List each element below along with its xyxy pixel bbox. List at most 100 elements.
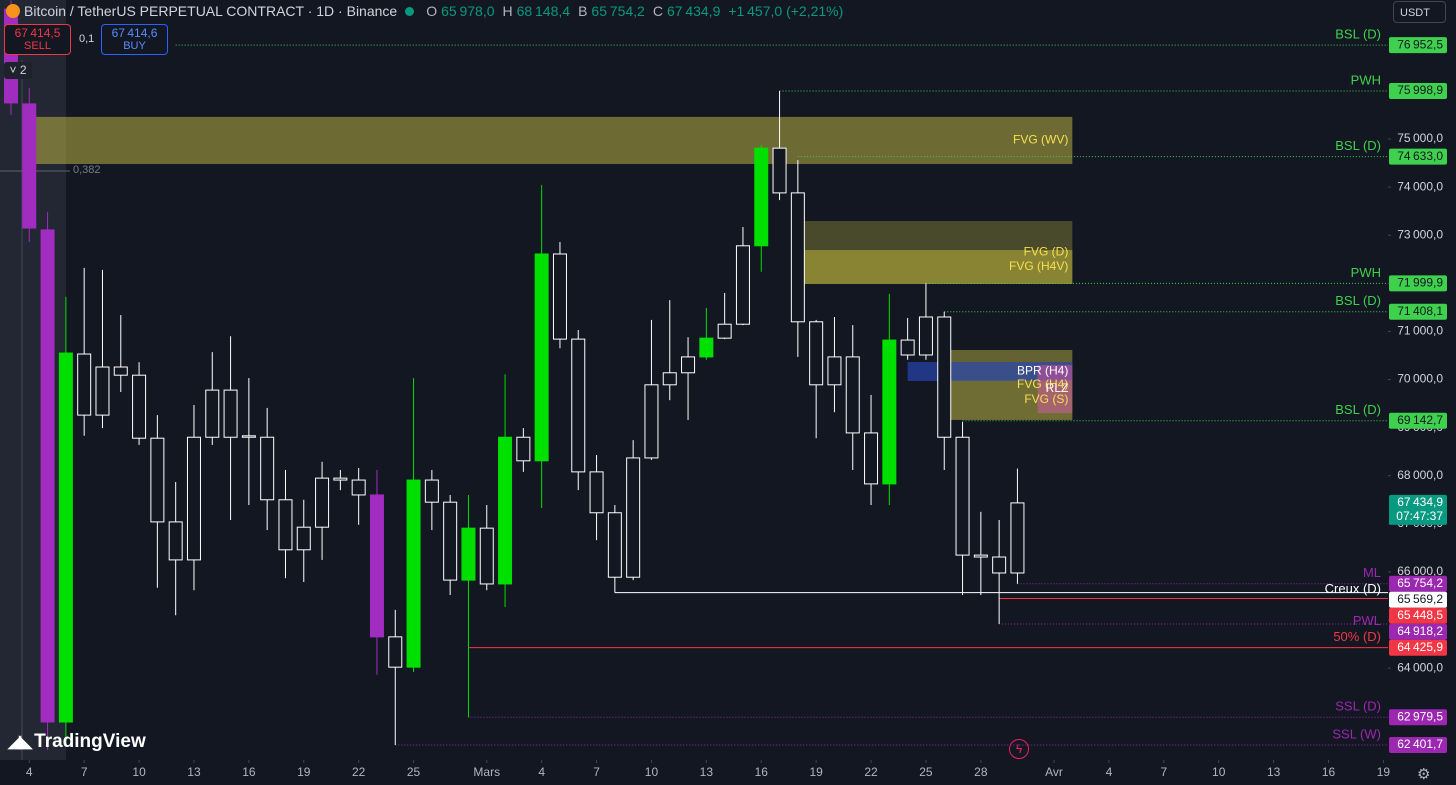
candle-body — [699, 337, 714, 358]
level-label: ML — [1363, 565, 1381, 580]
candle-body — [278, 499, 293, 551]
price-tag — [1389, 575, 1447, 592]
candle-body — [1010, 502, 1025, 574]
currency-button[interactable]: USDT — [1393, 1, 1446, 23]
logo: ◢◣ TradingView — [8, 731, 146, 753]
ohlc-value: 67 434,9 — [666, 3, 721, 19]
candle-body — [223, 389, 238, 438]
candle-body — [132, 374, 147, 439]
candle-body — [498, 436, 513, 585]
price-tag — [1389, 82, 1447, 99]
zone — [1037, 365, 1073, 413]
candle-body — [644, 384, 659, 459]
price-tag — [1389, 148, 1447, 165]
layers-toggle[interactable]: ˅ 2 — [4, 62, 32, 79]
candle-body — [937, 316, 952, 438]
zone-label: FVG (D) — [1024, 245, 1069, 259]
x-tick-label: 16 — [755, 765, 769, 779]
candle-body — [388, 636, 403, 668]
candle-body — [607, 512, 622, 578]
candle-body — [260, 436, 275, 501]
ohlc-value: 65 978,0 — [441, 3, 495, 19]
ohlc-value: 68 148,4 — [516, 3, 571, 19]
x-tick-label: 7 — [81, 765, 88, 779]
level-label: Creux (D) — [1325, 581, 1381, 596]
sell-price: 67 414,5 — [14, 26, 61, 40]
candle-body — [333, 477, 348, 481]
x-tick-label: 4 — [26, 765, 33, 779]
zone-label: FVG (H4) — [1017, 377, 1068, 391]
y-tick-label: 64 000,0 — [1397, 660, 1443, 674]
x-tick-label: 7 — [593, 765, 600, 779]
y-tick-label: 66 000,0 — [1397, 564, 1443, 578]
candle-body — [735, 245, 750, 325]
price-tag — [1389, 623, 1447, 640]
price-tag — [1389, 275, 1447, 292]
logo-icon: ◢◣ — [8, 732, 32, 751]
alert-icon[interactable]: ϟ — [1009, 739, 1029, 759]
candle-body — [882, 339, 897, 485]
sell-label: SELL — [24, 40, 51, 52]
price-tag-label: 74 633,0 — [1397, 149, 1443, 163]
candle-body — [681, 356, 696, 374]
zone-label: FVG (WV) — [1013, 133, 1068, 147]
price-tag-label: 75 998,9 — [1397, 83, 1443, 97]
countdown: 07:47:37 — [1396, 509, 1443, 523]
level-label: SSL (D) — [1335, 699, 1381, 714]
level-label: BSL (D) — [1335, 27, 1381, 42]
sell-button[interactable]: 67 414,5 SELL — [4, 24, 71, 55]
candle-body — [589, 471, 604, 514]
candle-body — [827, 356, 842, 386]
candle-body — [534, 253, 549, 462]
x-tick-label: 25 — [407, 765, 421, 779]
x-tick-label: 19 — [809, 765, 823, 779]
candle-body — [516, 436, 531, 462]
candle-body — [992, 556, 1007, 574]
price-tag — [1389, 639, 1447, 656]
candle-body — [150, 437, 165, 523]
candle-body — [790, 192, 805, 323]
x-tick-label: 4 — [538, 765, 545, 779]
x-tick-label: 25 — [919, 765, 933, 779]
zone — [944, 380, 1073, 420]
x-tick-label: 22 — [864, 765, 878, 779]
candle-body — [845, 356, 860, 434]
y-tick-label: 71 000,0 — [1397, 324, 1443, 338]
candle-body — [296, 526, 311, 551]
ohlc-key: B — [578, 3, 588, 19]
price-tag — [1389, 303, 1447, 320]
candle-body — [424, 479, 439, 503]
x-tick-label: 13 — [187, 765, 201, 779]
price-tag-label: 76 952,5 — [1397, 37, 1443, 51]
zone — [797, 221, 1073, 284]
candle-body — [58, 352, 73, 723]
ohlc-value: 65 754,2 — [591, 3, 645, 19]
status-dot — [405, 6, 415, 16]
price-tag-label: 71 408,1 — [1397, 304, 1443, 318]
level-label: BSL (D) — [1335, 138, 1381, 153]
candle-body — [351, 479, 366, 496]
x-tick-label: 28 — [974, 765, 988, 779]
candle-body — [95, 366, 110, 416]
candle-body — [443, 501, 458, 581]
level-label: PWH — [1351, 72, 1381, 87]
buy-button[interactable]: 67 414,6 BUY — [101, 24, 168, 55]
x-tick-label: 19 — [297, 765, 311, 779]
y-tick-label: 74 000,0 — [1397, 179, 1443, 193]
ohlc-key: O — [426, 3, 438, 19]
price-tag-label: 65 448,5 — [1397, 608, 1443, 622]
candle-body — [479, 527, 494, 585]
candle-body — [864, 432, 879, 485]
price-tag — [1389, 737, 1447, 754]
candle-body — [461, 527, 476, 581]
last-price-label: 67 434,9 — [1397, 495, 1443, 509]
settings-icon[interactable]: ⚙ — [1417, 766, 1431, 783]
candle-body — [772, 147, 787, 194]
zone — [797, 250, 1073, 284]
candle-body — [809, 321, 824, 386]
fib-label: 0,382 — [73, 164, 101, 176]
price-tag-label: 69 142,7 — [1397, 413, 1443, 427]
price-tag-label: 62 979,5 — [1397, 709, 1443, 723]
candle-body — [205, 389, 220, 438]
x-tick-label: 10 — [132, 765, 146, 779]
